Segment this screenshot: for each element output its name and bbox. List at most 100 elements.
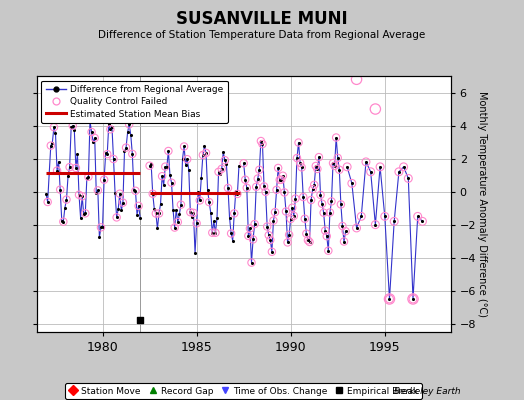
Point: [304, 237, 312, 244]
Point: [53, 168, 61, 174]
Point: [67, 124, 75, 130]
Point: [285, 232, 293, 238]
Point: [130, 187, 138, 193]
Point: [125, 121, 134, 128]
Point: [268, 249, 276, 255]
Point: [221, 157, 229, 163]
Point: [208, 230, 216, 236]
Point: [244, 233, 253, 239]
Point: [290, 213, 298, 219]
Point: [135, 203, 143, 209]
Point: [409, 296, 417, 302]
Point: [135, 203, 143, 209]
Point: [312, 163, 320, 169]
Point: [331, 163, 339, 169]
Point: [252, 184, 260, 190]
Point: [334, 155, 342, 161]
Point: [188, 214, 196, 220]
Point: [83, 175, 91, 181]
Point: [230, 210, 238, 217]
Point: [305, 239, 314, 245]
Point: [119, 200, 127, 206]
Point: [66, 164, 74, 170]
Point: [376, 164, 384, 170]
Point: [269, 218, 278, 224]
Point: [43, 199, 52, 205]
Point: [56, 186, 64, 193]
Point: [310, 182, 319, 188]
Point: [337, 201, 345, 208]
Point: [413, 213, 422, 220]
Text: Difference of Station Temperature Data from Regional Average: Difference of Station Temperature Data f…: [99, 30, 425, 40]
Point: [100, 176, 108, 183]
Point: [299, 194, 308, 200]
Point: [164, 148, 172, 154]
Point: [261, 189, 270, 195]
Point: [158, 173, 166, 179]
Point: [288, 204, 297, 211]
Point: [332, 134, 341, 141]
Point: [121, 148, 129, 154]
Point: [106, 126, 115, 132]
Point: [189, 210, 198, 216]
Point: [197, 175, 205, 181]
Y-axis label: Monthly Temperature Anomaly Difference (°C): Monthly Temperature Anomaly Difference (…: [477, 91, 487, 317]
Point: [328, 198, 336, 205]
Point: [178, 156, 187, 162]
Point: [122, 144, 130, 151]
Point: [418, 218, 427, 224]
Point: [413, 213, 422, 220]
Point: [249, 236, 257, 243]
Point: [172, 206, 180, 213]
Point: [247, 259, 256, 266]
Point: [252, 184, 260, 190]
Text: Berkeley Earth: Berkeley Earth: [395, 387, 461, 396]
Point: [156, 201, 165, 207]
Point: [331, 163, 339, 169]
Point: [246, 225, 254, 232]
Point: [244, 233, 253, 239]
Point: [371, 222, 379, 228]
Point: [320, 210, 328, 216]
Point: [235, 163, 243, 169]
Point: [334, 155, 342, 161]
Point: [305, 239, 314, 245]
Point: [288, 204, 297, 211]
Point: [272, 187, 281, 193]
Point: [217, 166, 226, 172]
Point: [385, 296, 394, 302]
Point: [206, 210, 215, 216]
Point: [91, 135, 99, 141]
Point: [332, 134, 341, 141]
Point: [194, 189, 202, 195]
Point: [296, 160, 304, 166]
Point: [124, 129, 132, 136]
Point: [357, 213, 365, 220]
Point: [56, 186, 64, 193]
Point: [395, 168, 403, 175]
Point: [84, 174, 93, 180]
Point: [199, 152, 207, 158]
Point: [211, 230, 220, 236]
Point: [183, 156, 191, 162]
Point: [89, 139, 97, 145]
Point: [199, 152, 207, 158]
Point: [202, 150, 210, 156]
Point: [337, 201, 345, 208]
Point: [42, 191, 50, 197]
Point: [69, 122, 77, 129]
Point: [180, 143, 188, 150]
Point: [276, 177, 284, 183]
Point: [175, 211, 183, 218]
Point: [186, 209, 194, 216]
Point: [266, 237, 275, 243]
Point: [217, 166, 226, 172]
Point: [173, 219, 182, 225]
Point: [167, 180, 176, 186]
Point: [77, 215, 85, 221]
Point: [291, 196, 300, 202]
Point: [155, 210, 163, 217]
Point: [385, 296, 394, 302]
Point: [343, 164, 352, 170]
Point: [320, 210, 328, 216]
